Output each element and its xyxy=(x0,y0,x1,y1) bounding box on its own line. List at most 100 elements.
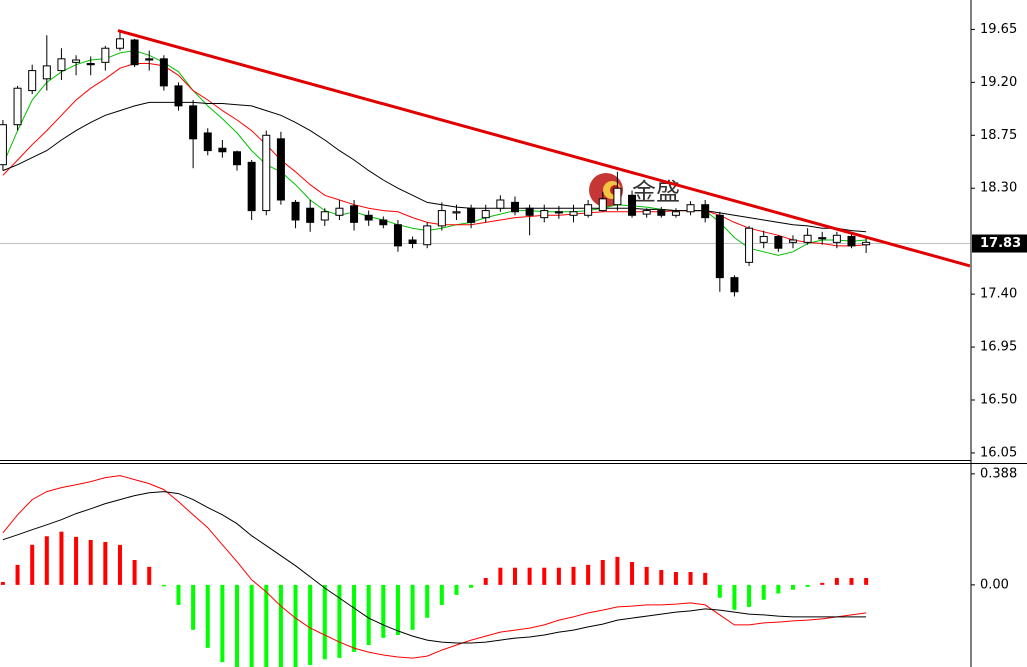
candle-body xyxy=(481,210,490,219)
macd-bar xyxy=(761,584,766,600)
candle-body xyxy=(262,134,271,212)
macd-bar xyxy=(264,584,269,667)
y-tick-label: 0.388 xyxy=(980,466,1017,481)
macd-bar xyxy=(220,584,225,663)
macd-bar xyxy=(820,582,825,585)
macd-bar xyxy=(161,584,166,587)
candle-body xyxy=(862,241,871,246)
candle-body xyxy=(788,239,797,243)
macd-bar xyxy=(147,566,152,585)
macd-bar xyxy=(688,572,693,585)
macd-bar xyxy=(59,531,64,585)
candle-body xyxy=(72,59,81,63)
candle-body xyxy=(540,210,549,219)
candle-body xyxy=(174,85,183,107)
candle-body xyxy=(320,211,329,221)
y-tick-label: 16.50 xyxy=(980,393,1017,408)
macd-bar xyxy=(834,578,839,585)
candle-body xyxy=(832,234,841,243)
macd-bar xyxy=(542,567,547,585)
macd-panel xyxy=(0,475,869,667)
candle-body xyxy=(745,227,754,263)
candle-body xyxy=(203,132,212,152)
macd-bar xyxy=(586,564,591,585)
macd-bar xyxy=(469,584,474,588)
candle-body xyxy=(306,207,315,223)
series-line xyxy=(2,475,867,659)
candle-body xyxy=(393,224,402,247)
candle-body xyxy=(218,147,227,153)
candle-body xyxy=(0,124,7,166)
candle-body xyxy=(130,39,139,66)
candle-body xyxy=(701,204,710,219)
candle-body xyxy=(657,210,666,216)
y-tick-label: 18.75 xyxy=(980,128,1017,143)
candle-body xyxy=(57,58,66,72)
macd-bar xyxy=(337,584,342,658)
candle-body xyxy=(379,219,388,226)
macd-bar xyxy=(293,584,298,667)
candle-body xyxy=(598,198,607,212)
macd-bar xyxy=(249,584,254,667)
macd-bar xyxy=(673,572,678,585)
macd-bar xyxy=(103,541,108,585)
trend-line xyxy=(117,29,970,268)
candle-body xyxy=(247,161,256,212)
candle-body xyxy=(818,237,827,240)
candle-body xyxy=(554,211,563,214)
candle-body xyxy=(276,138,285,201)
candle-body xyxy=(642,210,651,215)
macd-bar xyxy=(410,584,415,630)
macd-bar xyxy=(15,564,20,585)
macd-bar xyxy=(117,544,122,585)
candle-body xyxy=(101,47,110,63)
candle-body xyxy=(335,207,344,216)
candle-body xyxy=(467,207,476,223)
macd-bar xyxy=(498,567,503,585)
macd-bar xyxy=(747,584,752,607)
macd-bar xyxy=(395,584,400,635)
candle-body xyxy=(145,58,154,61)
candle-body xyxy=(569,211,578,216)
macd-bar xyxy=(308,584,313,665)
candle-body xyxy=(847,235,856,247)
macd-bar xyxy=(366,584,371,645)
y-tick-label: 19.20 xyxy=(980,75,1017,90)
macd-bar xyxy=(644,566,649,585)
candle-body xyxy=(350,205,359,223)
candle-body xyxy=(496,199,505,209)
macd-bar xyxy=(235,584,240,667)
macd-bar xyxy=(512,567,517,585)
candle-body xyxy=(730,277,739,293)
candle-body xyxy=(628,194,637,216)
macd-bar xyxy=(630,561,635,585)
last-price-label: 17.83 xyxy=(980,236,1021,251)
candle-body xyxy=(759,235,768,243)
macd-bar xyxy=(717,584,722,598)
candle-body xyxy=(408,239,417,245)
candle-body xyxy=(525,207,534,216)
axes: 19.65 19.20 18.75 18.30 17.40 16.95 16.50 16.05… xyxy=(971,22,1027,592)
macd-bar xyxy=(381,584,386,638)
macd-bar xyxy=(790,584,795,590)
candle-body xyxy=(291,201,300,221)
candle-body xyxy=(233,151,242,166)
candle-body xyxy=(364,214,373,221)
macd-bar xyxy=(191,584,196,630)
macd-bar xyxy=(205,584,210,648)
macd-bar xyxy=(176,584,181,605)
macd-bar xyxy=(454,584,459,595)
macd-bar xyxy=(132,559,137,585)
candle-body xyxy=(774,235,783,249)
candle-body xyxy=(452,211,461,214)
macd-bar xyxy=(571,566,576,585)
candle-body xyxy=(115,38,124,49)
macd-bar xyxy=(44,536,49,585)
macd-bar xyxy=(0,582,5,585)
y-tick-label: 0.00 xyxy=(980,577,1009,592)
candle-body xyxy=(715,214,724,279)
macd-bar xyxy=(732,584,737,610)
series-line xyxy=(2,50,867,256)
